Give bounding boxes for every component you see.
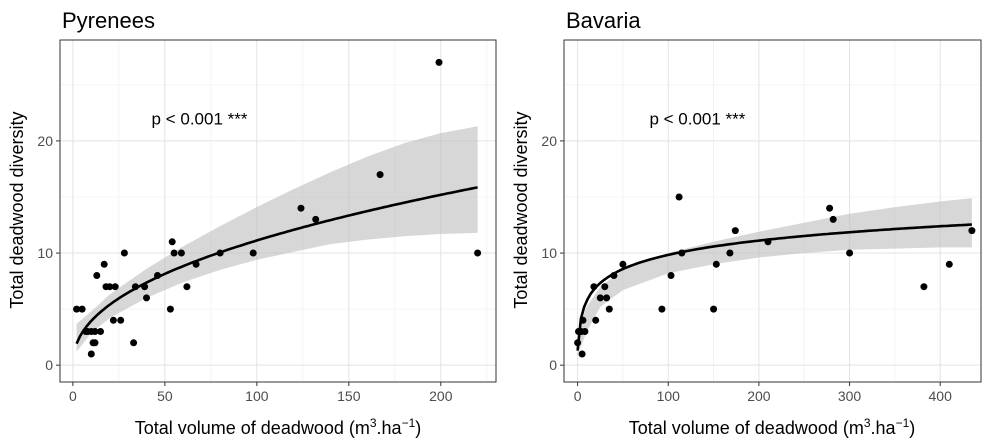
x-tick-label: 150 [337,388,361,404]
data-point [100,260,108,268]
data-point [667,272,675,279]
x-axis-label-text: ) [909,418,915,438]
data-point [183,283,191,291]
data-point [109,316,117,324]
data-point [578,350,586,358]
data-point [111,283,119,291]
data-point [249,249,257,257]
data-point [710,305,718,313]
data-point [596,294,604,302]
data-point [78,305,86,313]
confidence-band [76,126,478,352]
data-point [87,350,95,358]
data-point [73,305,81,313]
data-point [826,204,834,212]
x-tick-label: 100 [245,388,269,404]
data-point [846,249,854,257]
x-tick-label: 0 [574,388,582,404]
x-tick-label: 0 [69,388,77,404]
y-tick-label: 20 [541,133,557,149]
data-point [605,305,613,313]
data-point [968,227,976,235]
fit-line [576,223,972,351]
data-point [603,294,611,302]
confidence-band [577,198,972,356]
data-point [177,249,185,257]
data-point [170,249,178,257]
data-point [166,305,174,313]
data-point [726,249,734,257]
x-axis-label-text: .ha [377,418,403,438]
x-tick-label: 50 [157,388,173,404]
panel-1: 0 50 100 150 200 0 10 20 Pyrenees p < 0.001 *** To… [7,8,497,438]
p-value-annotation: p < 0.001 *** [649,109,745,128]
data-point [829,215,837,223]
x-axis-label-text: Total volume of deadwood (m [135,418,370,438]
y-tick-label: 0 [45,357,53,373]
y-tick-label: 10 [541,245,557,261]
data-point [592,316,600,324]
panel-2: 0 100 200 300 400 0 10 20 Bavaria p < 0.001 *** To… [511,8,982,438]
x-axis-label-text: ) [415,418,421,438]
data-point [920,283,928,291]
data-point [143,294,150,302]
y-tick-label: 10 [37,245,53,261]
data-point [106,283,114,291]
x-axis-label-superscript: 3 [864,416,871,430]
data-point [97,328,104,335]
x-tick-label: 400 [929,388,953,404]
data-point [168,238,176,246]
x-tick-label: 200 [429,388,453,404]
fit-line [75,186,478,345]
data-point [601,283,609,291]
data-point [91,339,99,347]
data-point [712,260,720,268]
p-value-annotation: p < 0.001 *** [152,109,248,128]
x-tick-label: 100 [657,388,681,404]
y-tick-label: 20 [37,133,53,149]
data-point [376,171,384,179]
x-tick-label: 300 [838,388,862,404]
x-axis-label-superscript: −1 [402,416,416,430]
data-point [297,204,305,212]
data-point [312,215,320,223]
panel-border [59,39,497,383]
x-axis-label: Total volume of deadwood (m3.ha−1) [135,416,422,438]
data-point [581,328,589,335]
data-point [117,316,125,324]
chart-title: Pyrenees [62,8,155,33]
x-tick-label: 200 [747,388,771,404]
x-axis-label-superscript: 3 [370,416,377,430]
data-point [130,339,138,347]
panel-border [563,39,982,383]
data-point [945,260,953,268]
y-tick-label: 0 [549,357,557,373]
x-axis-label-text: .ha [871,418,897,438]
x-axis-label-text: Total volume of deadwood (m [629,418,864,438]
data-point [91,328,99,335]
data-point [474,249,482,257]
data-point [658,305,666,313]
data-point [120,249,128,257]
data-point [435,58,443,66]
chart-title: Bavaria [566,8,641,33]
x-axis-label-superscript: −1 [896,416,910,430]
data-point [731,227,739,235]
y-axis-label: Total deadwood diversity [511,111,531,308]
data-point [675,193,683,201]
x-axis-label: Total volume of deadwood (m3.ha−1) [629,416,916,438]
y-axis-label: Total deadwood diversity [7,111,27,308]
data-point [93,272,101,279]
data-point [619,260,627,268]
